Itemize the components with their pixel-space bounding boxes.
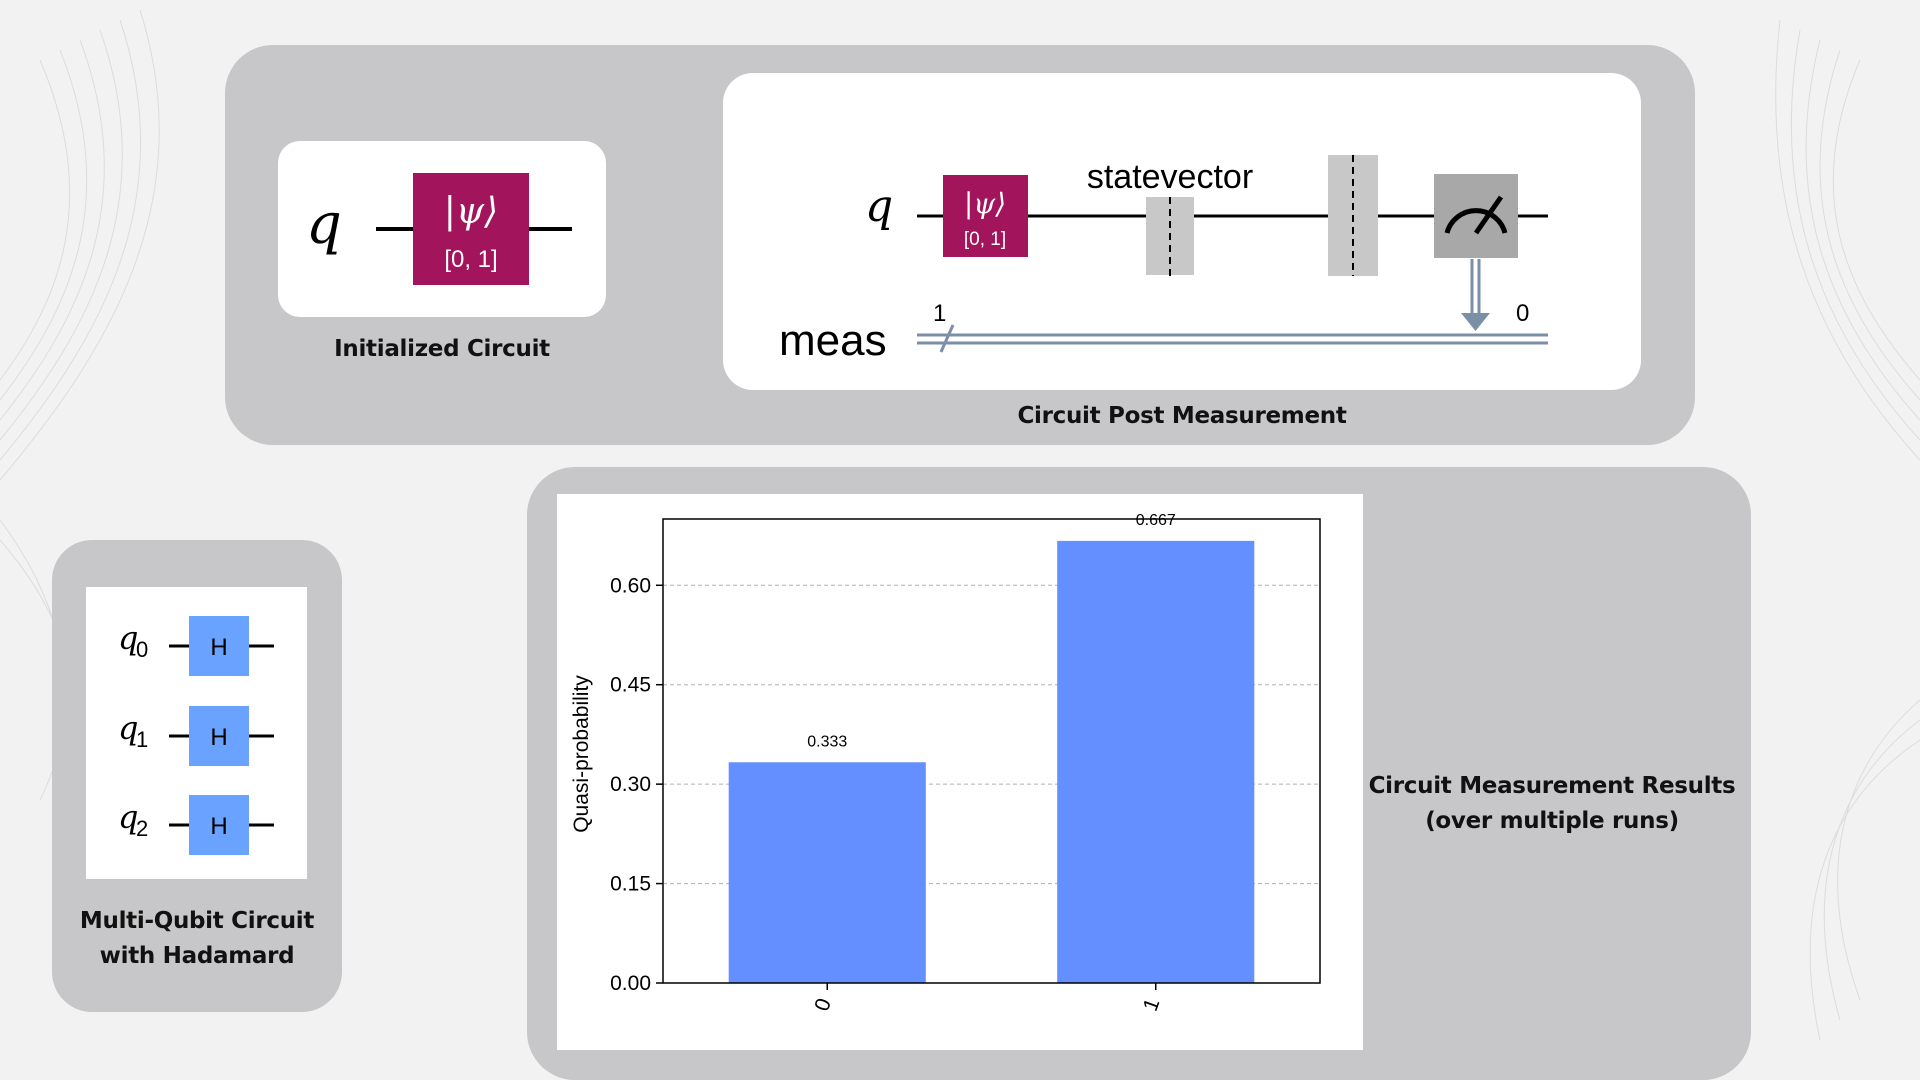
multi-qubit-card: q 0 H q 1 H q 2 H xyxy=(86,587,307,879)
barrier-label: statevector xyxy=(1087,158,1253,196)
qubit-label: q xyxy=(118,798,138,836)
plot-frame xyxy=(662,518,1321,984)
measure-arrow-head xyxy=(1461,313,1490,331)
register-width: 1 xyxy=(933,300,946,327)
qubit-row-2: q 2 H xyxy=(118,795,274,855)
hadamard-gate xyxy=(189,616,249,676)
qubit-label: q xyxy=(865,181,893,232)
meter-icon xyxy=(1444,195,1508,235)
qubit-row-0: q 0 H xyxy=(118,616,274,676)
x-tick-label: 1 xyxy=(1139,995,1165,1014)
x-tick-label: 0 xyxy=(810,995,836,1014)
qubit-index: 0 xyxy=(136,637,148,662)
histogram-chart: 0.333 0.667 0.00 0.15 0.30 0.45 0.60 0 1 Quasi-… xyxy=(570,512,1321,1014)
gate-label: H xyxy=(210,813,227,840)
multi-qubit-caption: Multi-Qubit Circuit with Hadamard xyxy=(79,908,315,969)
bar-value-label: 0.667 xyxy=(1136,512,1176,529)
multi-qubit-diagram: q 0 H q 1 H q 2 H xyxy=(118,616,274,855)
qubit-label: q xyxy=(118,619,138,657)
y-tick-label: 0.45 xyxy=(610,674,651,697)
measure-bit: 0 xyxy=(1516,300,1529,327)
y-tick-label: 0.15 xyxy=(610,873,651,896)
qubit-row-1: q 1 H xyxy=(118,706,274,766)
post-measurement-card: q |ψ⟩ [0, 1] statevector 0 1 meas xyxy=(723,73,1641,390)
qubit-label: q xyxy=(306,192,342,257)
gate-label: H xyxy=(210,724,227,751)
bar xyxy=(1057,540,1255,983)
y-tick-label: 0.00 xyxy=(610,972,651,995)
hadamard-gate xyxy=(189,795,249,855)
gate-params: [0, 1] xyxy=(964,229,1006,250)
bar xyxy=(728,762,926,983)
gate-params: [0, 1] xyxy=(444,246,497,273)
hadamard-gate xyxy=(189,706,249,766)
qubit-index: 2 xyxy=(136,816,148,841)
qubit-index: 1 xyxy=(136,727,148,752)
classical-register-label: meas xyxy=(779,316,887,365)
gate-label: |ψ⟩ xyxy=(964,187,1006,220)
y-tick-label: 0.60 xyxy=(610,574,651,597)
y-tick-label: 0.30 xyxy=(610,773,651,796)
initialized-circuit-caption: Initialized Circuit xyxy=(334,336,550,362)
gate-label: H xyxy=(210,634,227,661)
histogram-card: 0.333 0.667 0.00 0.15 0.30 0.45 0.60 0 1 Quasi-… xyxy=(557,494,1363,1050)
qubit-label: q xyxy=(118,709,138,747)
results-caption: Circuit Measurement Results (over multip… xyxy=(1368,773,1736,834)
register-slash xyxy=(939,324,955,353)
measure-gate xyxy=(1434,174,1518,258)
initialized-circuit-card: q |ψ⟩ [0, 1] xyxy=(278,141,606,317)
gate-label: |ψ⟩ xyxy=(444,191,498,232)
post-measurement-caption: Circuit Post Measurement xyxy=(1017,403,1347,429)
post-measurement-diagram: q |ψ⟩ [0, 1] statevector 0 1 meas xyxy=(779,155,1548,365)
initialized-circuit-diagram: q |ψ⟩ [0, 1] xyxy=(306,173,572,285)
y-axis-label: Quasi-probability xyxy=(570,675,593,833)
bar-value-label: 0.333 xyxy=(807,733,847,750)
state-init-gate xyxy=(413,173,529,285)
state-init-gate xyxy=(943,175,1028,257)
